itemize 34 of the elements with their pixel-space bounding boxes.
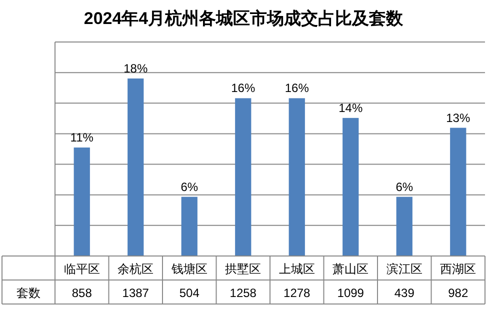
bar bbox=[181, 196, 198, 256]
data-label: 14% bbox=[338, 100, 363, 115]
text: 858 bbox=[72, 286, 92, 300]
text: 439 bbox=[394, 286, 415, 300]
data-label: 16% bbox=[231, 81, 256, 96]
text: 1278 bbox=[284, 286, 311, 300]
text: 1387 bbox=[122, 286, 150, 300]
x-tick-label: 西湖区 bbox=[440, 262, 476, 276]
text: 982 bbox=[448, 286, 468, 300]
chart-title: 2024年4月杭州各城区市场成交占比及套数 bbox=[84, 9, 404, 28]
bar bbox=[342, 118, 359, 256]
x-tick-label: 滨江区 bbox=[386, 262, 422, 276]
bar bbox=[288, 98, 305, 256]
bar bbox=[396, 196, 412, 256]
text: 1099 bbox=[337, 286, 364, 300]
bar bbox=[128, 78, 144, 256]
text: 1258 bbox=[230, 286, 257, 300]
text: 套数 bbox=[16, 286, 40, 300]
bar bbox=[450, 128, 466, 256]
bar bbox=[74, 148, 90, 256]
data-label: 13% bbox=[446, 110, 470, 125]
data-label: 18% bbox=[124, 61, 148, 76]
bar bbox=[235, 98, 252, 256]
x-tick-label: 萧山区 bbox=[332, 262, 369, 276]
data-label: 6% bbox=[396, 180, 414, 194]
data-label: 11% bbox=[70, 130, 94, 145]
data-label: 6% bbox=[180, 180, 198, 194]
x-tick-label: 拱墅区 bbox=[225, 262, 262, 276]
x-tick-label: 余杭区 bbox=[118, 262, 154, 276]
x-tick-label: 上城区 bbox=[278, 262, 315, 276]
x-tick-label: 临平区 bbox=[64, 262, 100, 276]
data-label: 16% bbox=[284, 81, 310, 96]
x-tick-label: 钱塘区 bbox=[170, 262, 208, 276]
text: 504 bbox=[179, 286, 200, 300]
